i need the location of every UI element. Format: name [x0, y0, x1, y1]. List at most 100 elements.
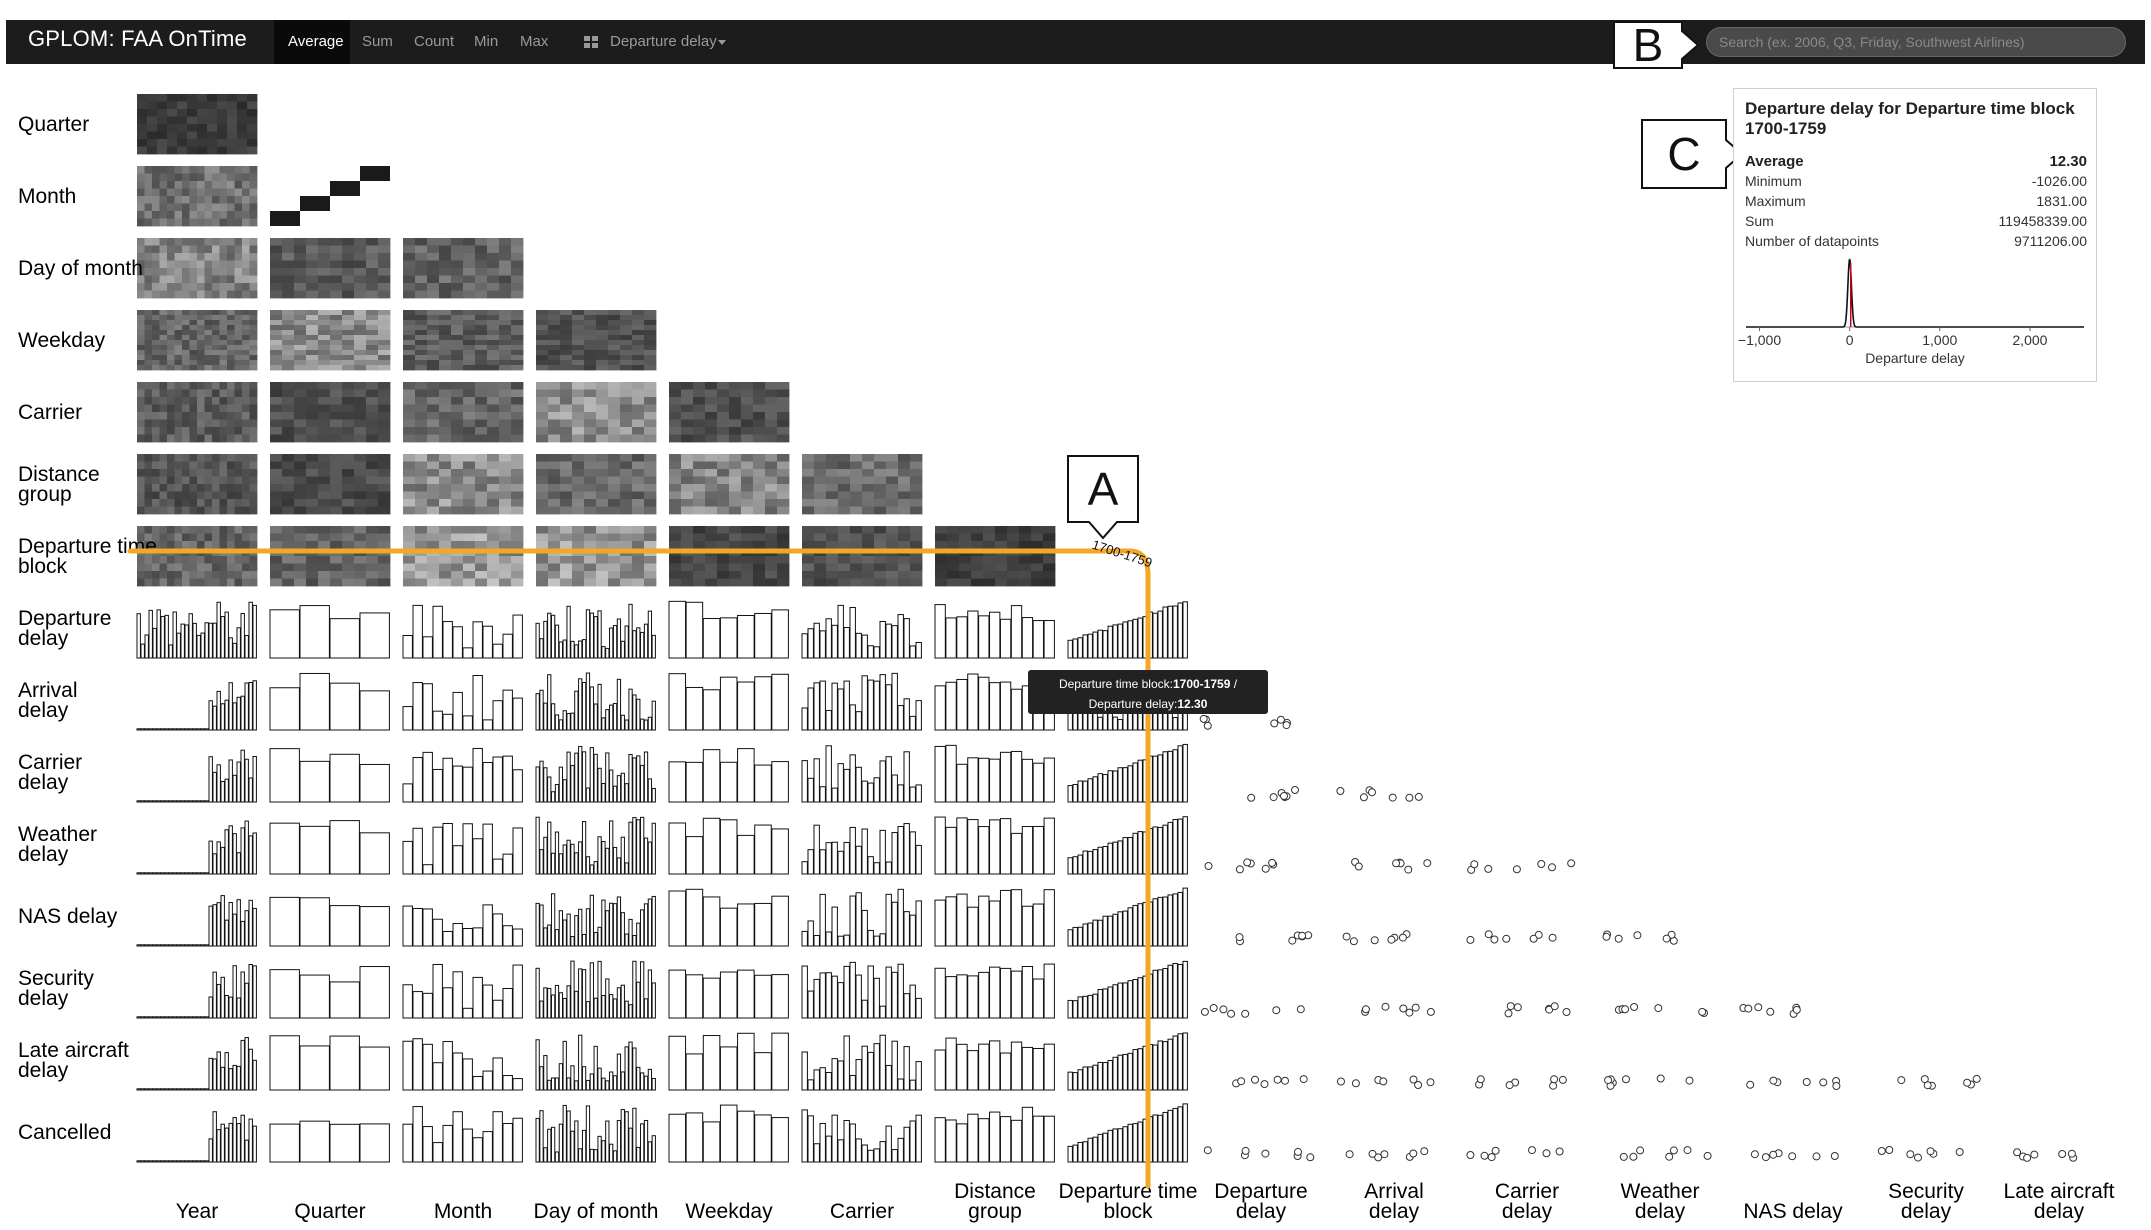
matrix-cell-month-by-year[interactable] — [137, 166, 258, 227]
matrix-cell-security-delay-by-carrier-delay[interactable] — [1504, 1002, 1571, 1018]
matrix-cell-departure-delay-by-year[interactable] — [136, 601, 257, 659]
matrix-cell-arrival-delay-by-carrier[interactable] — [801, 672, 922, 731]
aggregation-min-button[interactable]: Min — [474, 33, 499, 50]
matrix-cell-security-delay-by-nas-delay[interactable] — [1739, 1003, 1801, 1018]
matrix-cell-arrival-delay-by-year[interactable] — [136, 680, 257, 731]
matrix-cell-cancelled-by-weather-delay[interactable] — [1619, 1146, 1712, 1161]
matrix-cell-cancelled-by-weekday[interactable] — [668, 1104, 789, 1163]
measure-dropdown[interactable]: Departure delay — [610, 33, 717, 50]
matrix-cell-carrier-by-year[interactable] — [137, 382, 258, 443]
matrix-cell-late-aircraft-delay-by-quarter[interactable] — [269, 1035, 390, 1091]
matrix-cell-departure-delay-by-day-of-month[interactable] — [535, 603, 656, 659]
matrix-cell-nas-delay-by-weekday[interactable] — [668, 888, 789, 947]
matrix-cell-weather-delay-by-departure-delay[interactable] — [1204, 858, 1278, 874]
matrix-cell-late-aircraft-delay-by-carrier-delay[interactable] — [1475, 1075, 1567, 1090]
matrix-cell-security-delay-by-year[interactable] — [136, 964, 257, 1019]
matrix-cell-late-aircraft-delay-by-nas-delay[interactable] — [1746, 1076, 1841, 1090]
matrix-cell-cancelled-by-month[interactable] — [402, 1106, 523, 1163]
matrix-cell-security-delay-by-distance-group[interactable] — [934, 963, 1055, 1019]
matrix-cell-cancelled-by-quarter[interactable] — [269, 1120, 390, 1163]
matrix-cell-arrival-delay-by-day-of-month[interactable] — [535, 672, 656, 731]
matrix-cell-arrival-delay-by-departure-delay[interactable] — [1199, 714, 1291, 730]
matrix-cell-carrier-delay-by-arrival-delay[interactable] — [1336, 786, 1423, 802]
matrix-cell-arrival-delay-by-weekday[interactable] — [668, 673, 789, 731]
matrix-cell-security-delay-by-weekday[interactable] — [668, 969, 789, 1019]
grid-icon[interactable] — [584, 36, 598, 48]
matrix-cell-weekday-by-month[interactable] — [403, 310, 524, 371]
matrix-cell-arrival-delay-by-quarter[interactable] — [269, 672, 390, 731]
matrix-cell-weather-delay-by-carrier-delay[interactable] — [1467, 859, 1576, 874]
matrix-cell-departure-time-block-by-carrier[interactable] — [802, 526, 923, 587]
matrix-cell-security-delay-by-day-of-month[interactable] — [535, 960, 656, 1019]
matrix-cell-nas-delay-by-distance-group[interactable] — [934, 889, 1055, 947]
matrix-cell-weather-delay-by-departure-time-block[interactable] — [1067, 816, 1188, 875]
matrix-cell-day-of-month-by-month[interactable] — [403, 238, 524, 299]
matrix-cell-late-aircraft-delay-by-departure-time-block[interactable] — [1067, 1032, 1188, 1091]
matrix-cell-nas-delay-by-month[interactable] — [402, 904, 523, 947]
aggregation-average-button[interactable]: Average — [288, 33, 344, 50]
matrix-cell-late-aircraft-delay-by-security-delay[interactable] — [1897, 1074, 1981, 1090]
matrix-cell-weather-delay-by-distance-group[interactable] — [934, 816, 1055, 875]
matrix-cell-carrier-delay-by-departure-delay[interactable] — [1247, 786, 1299, 802]
matrix-cell-carrier-delay-by-carrier[interactable] — [801, 745, 922, 803]
matrix-cell-weather-delay-by-weekday[interactable] — [668, 817, 789, 875]
matrix-cell-late-aircraft-delay-by-weekday[interactable] — [668, 1032, 789, 1091]
matrix-cell-departure-time-block-by-month[interactable] — [403, 526, 524, 587]
matrix-cell-security-delay-by-departure-delay[interactable] — [1200, 1004, 1305, 1018]
matrix-cell-departure-time-block-by-day-of-month[interactable] — [536, 526, 657, 587]
matrix-cell-cancelled-by-day-of-month[interactable] — [535, 1104, 656, 1163]
matrix-cell-day-of-month-by-year[interactable] — [137, 238, 258, 299]
matrix-cell-carrier-by-day-of-month[interactable] — [536, 382, 657, 443]
matrix-cell-departure-time-block-by-weekday[interactable] — [669, 526, 790, 587]
matrix-cell-distance-group-by-quarter[interactable] — [270, 454, 391, 515]
matrix-cell-quarter-by-year[interactable] — [137, 94, 258, 155]
matrix-cell-weekday-by-day-of-month[interactable] — [536, 310, 657, 371]
matrix-cell-departure-time-block-by-distance-group[interactable] — [935, 526, 1056, 587]
matrix-cell-nas-delay-by-carrier-delay[interactable] — [1466, 930, 1557, 944]
matrix-cell-late-aircraft-delay-by-carrier[interactable] — [801, 1034, 922, 1091]
matrix-cell-distance-group-by-day-of-month[interactable] — [536, 454, 657, 515]
matrix-cell-carrier-delay-by-day-of-month[interactable] — [535, 745, 656, 803]
aggregation-count-button[interactable]: Count — [414, 33, 455, 50]
matrix-cell-cancelled-by-security-delay[interactable] — [1877, 1146, 1964, 1162]
matrix-cell-cancelled-by-departure-delay[interactable] — [1203, 1146, 1315, 1162]
matrix-cell-late-aircraft-delay-by-year[interactable] — [136, 1037, 257, 1091]
matrix-cell-distance-group-by-carrier[interactable] — [802, 454, 923, 515]
matrix-cell-security-delay-by-carrier[interactable] — [801, 961, 922, 1019]
matrix-cell-nas-delay-by-arrival-delay[interactable] — [1342, 930, 1411, 946]
matrix-cell-cancelled-by-distance-group[interactable] — [934, 1106, 1055, 1163]
matrix-cell-departure-delay-by-quarter[interactable] — [269, 605, 390, 659]
matrix-cell-cancelled-by-departure-time-block[interactable] — [1067, 1103, 1188, 1163]
matrix-cell-security-delay-by-quarter[interactable] — [269, 966, 390, 1019]
matrix-cell-cancelled-by-carrier[interactable] — [801, 1109, 922, 1163]
matrix-cell-security-delay-by-departure-time-block[interactable] — [1067, 960, 1188, 1019]
matrix-cell-weather-delay-by-day-of-month[interactable] — [535, 816, 656, 875]
matrix-cell-late-aircraft-delay-by-distance-group[interactable] — [934, 1037, 1055, 1091]
matrix-cell-carrier-delay-by-year[interactable] — [136, 749, 257, 803]
matrix-cell-carrier-delay-by-weekday[interactable] — [668, 748, 789, 803]
matrix-cell-departure-delay-by-weekday[interactable] — [668, 600, 789, 659]
matrix-cell-departure-delay-by-carrier[interactable] — [801, 604, 922, 659]
matrix-cell-distance-group-by-year[interactable] — [137, 454, 258, 515]
matrix-cell-arrival-delay-by-month[interactable] — [402, 675, 523, 731]
search-input[interactable] — [1706, 27, 2126, 57]
matrix-cell-departure-delay-by-month[interactable] — [402, 604, 523, 659]
matrix-cell-nas-delay-by-weather-delay[interactable] — [1602, 930, 1678, 945]
matrix-cell-cancelled-by-arrival-delay[interactable] — [1345, 1147, 1429, 1162]
matrix-cell-carrier-delay-by-month[interactable] — [402, 747, 523, 803]
matrix-cell-carrier-delay-by-departure-time-block[interactable] — [1067, 743, 1188, 803]
matrix-cell-carrier-by-quarter[interactable] — [270, 382, 391, 443]
matrix-cell-nas-delay-by-departure-time-block[interactable] — [1067, 887, 1188, 947]
matrix-cell-day-of-month-by-quarter[interactable] — [270, 238, 391, 299]
matrix-cell-departure-time-block-by-quarter[interactable] — [270, 526, 391, 587]
matrix-cell-weekday-by-quarter[interactable] — [270, 310, 391, 371]
matrix-cell-distance-group-by-weekday[interactable] — [669, 454, 790, 515]
matrix-cell-nas-delay-by-quarter[interactable] — [269, 896, 390, 947]
matrix-cell-weather-delay-by-carrier[interactable] — [801, 823, 922, 875]
matrix-cell-weather-delay-by-quarter[interactable] — [269, 820, 390, 875]
matrix-cell-late-aircraft-delay-by-departure-delay[interactable] — [1232, 1075, 1308, 1089]
matrix-cell-cancelled-by-year[interactable] — [136, 1111, 257, 1163]
matrix-cell-security-delay-by-weather-delay[interactable] — [1614, 1003, 1708, 1017]
matrix-cell-month-by-quarter[interactable] — [270, 166, 390, 226]
caret-down-icon[interactable] — [718, 40, 726, 45]
